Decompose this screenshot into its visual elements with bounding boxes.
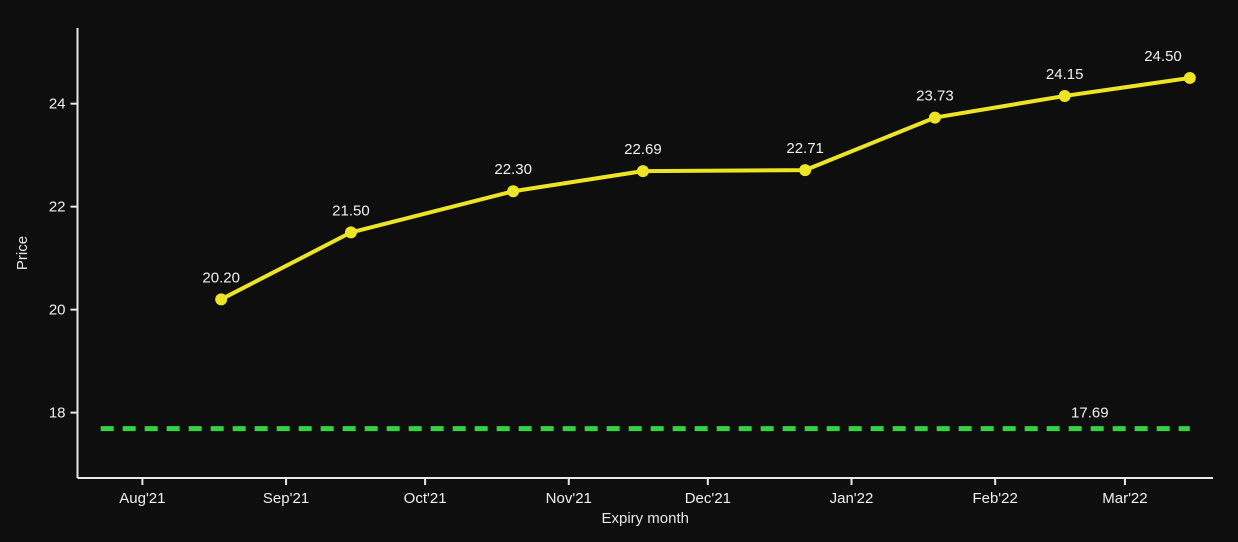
y-tick-label: 18 [49, 405, 66, 422]
price-line [219, 75, 1192, 302]
y-tick-label: 20 [49, 302, 66, 319]
data-point-label: 22.71 [786, 140, 824, 157]
data-point-label: 22.69 [624, 141, 662, 158]
data-point-marker [928, 111, 941, 124]
data-point-label: 20.20 [202, 269, 240, 286]
data-point-marker [507, 185, 520, 198]
x-tick-label: Oct'21 [404, 490, 447, 507]
data-point-marker [1058, 89, 1071, 102]
y-axis-title: Price [14, 236, 31, 270]
data-point-label: 22.30 [494, 161, 532, 178]
data-point-marker [1183, 71, 1196, 84]
reference-line-label: 17.69 [1071, 405, 1109, 422]
y-tick-label: 22 [49, 199, 66, 216]
x-tick-label: Jan'22 [830, 490, 874, 507]
x-tick-label: Sep'21 [263, 490, 309, 507]
data-point-label: 24.50 [1144, 48, 1182, 65]
data-point-label: 21.50 [332, 202, 370, 219]
data-point-marker [215, 293, 228, 306]
data-point-label: 24.15 [1046, 66, 1084, 83]
data-point-marker [799, 164, 812, 177]
x-tick-label: Nov'21 [546, 490, 592, 507]
data-point-label: 23.73 [916, 88, 954, 105]
x-tick-label: Feb'22 [972, 490, 1017, 507]
x-tick-label: Dec'21 [685, 490, 731, 507]
x-tick-label: Mar'22 [1102, 490, 1147, 507]
y-tick-label: 24 [49, 96, 66, 113]
data-point-marker [344, 226, 357, 239]
x-tick-label: Aug'21 [119, 490, 165, 507]
data-point-marker [636, 165, 649, 178]
x-axis-title: Expiry month [601, 510, 689, 527]
